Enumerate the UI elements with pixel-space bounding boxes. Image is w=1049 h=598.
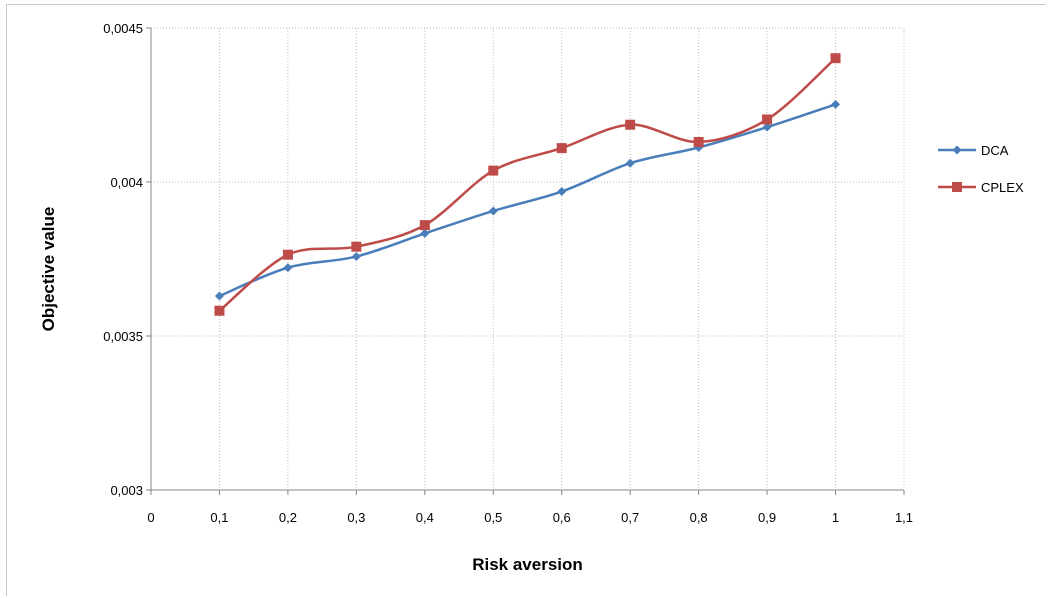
y-axis-title: Objective value [39,207,58,332]
series-dca [214,99,841,301]
series-line-cplex [218,57,837,312]
legend-cplex-marker [952,182,962,192]
data-point-diamond [420,228,430,238]
y-tick-label: 0,0045 [103,21,143,36]
x-tick-label: 0,4 [416,510,434,525]
x-tick-label: 0,5 [484,510,502,525]
x-tick-label: 0 [147,510,154,525]
x-tick-label: 1 [832,510,839,525]
data-point-square [282,249,293,260]
y-tick-label: 0,0035 [103,329,143,344]
x-tick-label: 0,3 [347,510,365,525]
x-tick-label: 0,6 [553,510,571,525]
legend-dca-label: DCA [981,143,1009,158]
x-tick-label: 0,7 [621,510,639,525]
x-axis-title: Risk aversion [472,555,583,574]
legend-item-dca: DCA [938,143,1009,158]
x-tick-label: 0,9 [758,510,776,525]
y-tick-label: 0,004 [110,175,143,190]
data-point-diamond [214,291,224,301]
data-point-square [693,136,704,147]
legend-cplex-label: CPLEX [981,180,1024,195]
legend-item-cplex: CPLEX [938,180,1024,195]
data-point-square [830,53,841,64]
x-tick-labels: 0 0,1 0,2 0,3 0,4 0,5 0,6 0,7 0,8 0,9 1 1,1 [147,510,913,525]
x-tick-label: 1,1 [895,510,913,525]
series-line-dca [218,103,836,298]
x-tick-label: 0,1 [210,510,228,525]
data-point-square [214,305,225,316]
series [214,53,841,316]
legend-dca-marker [952,145,962,155]
data-point-diamond [351,252,361,262]
data-point-diamond [762,122,772,132]
data-point-square [488,165,499,176]
data-point-diamond [831,99,841,109]
data-point-diamond [557,187,567,197]
y-tick-label: 0,003 [110,483,143,498]
axes [146,27,905,495]
x-tick-label: 0,8 [690,510,708,525]
x-tick-label: 0,2 [279,510,297,525]
data-point-square [762,114,773,125]
chart-frame [6,4,1046,596]
data-point-square [351,241,362,252]
series-cplex [214,53,841,316]
data-point-diamond [625,158,635,168]
data-point-square [625,119,636,130]
data-point-diamond [283,263,293,273]
legend: DCA CPLEX [938,143,1024,195]
data-point-diamond [488,206,498,216]
data-point-square [556,143,567,154]
data-point-square [419,220,430,231]
y-tick-labels: 0,003 0,0035 0,004 0,0045 [103,21,143,498]
gridlines [151,27,905,490]
